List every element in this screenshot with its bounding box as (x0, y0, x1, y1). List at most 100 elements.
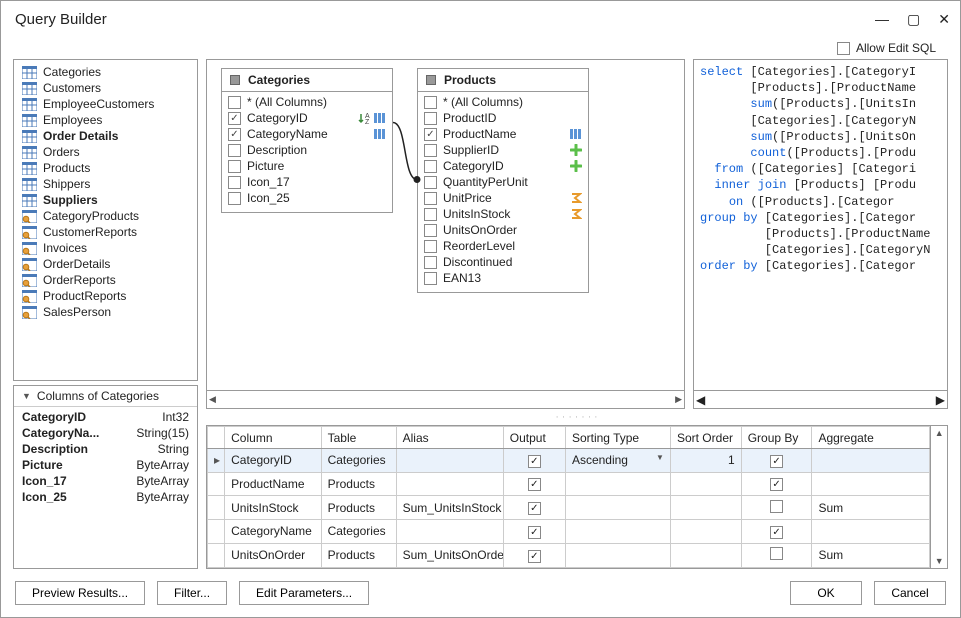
cell-group-by[interactable] (741, 495, 812, 519)
cell-output[interactable]: ✓ (503, 520, 565, 543)
table-list-item[interactable]: EmployeeCustomers (14, 96, 197, 112)
cell-output[interactable]: ✓ (503, 472, 565, 495)
diagram-column[interactable]: * (All Columns) (222, 94, 392, 110)
maximize-icon[interactable]: ▢ (907, 11, 920, 28)
diagram-table[interactable]: Categories * (All Columns)✓CategoryIDAZ✓C… (221, 68, 393, 213)
table-list-item[interactable]: Shippers (14, 176, 197, 192)
checkbox-icon[interactable] (424, 256, 437, 269)
diagram-column[interactable]: ✓ProductName (418, 126, 588, 142)
checkbox-icon[interactable] (424, 176, 437, 189)
grid-row[interactable]: UnitsInStockProductsSum_UnitsInStock✓Sum (208, 495, 930, 519)
checkbox-icon[interactable] (770, 547, 783, 560)
diagram-scrollbar[interactable]: ◀ ▶ (207, 390, 684, 408)
table-list-item[interactable]: Suppliers (14, 192, 197, 208)
filter-button[interactable]: Filter... (157, 581, 227, 605)
cell-table[interactable]: Products (321, 472, 396, 495)
cell-sorting-type[interactable] (565, 472, 670, 495)
schema-header[interactable]: ▼ Columns of Categories (14, 386, 197, 407)
checkbox-icon[interactable] (228, 192, 241, 205)
scroll-left-icon[interactable]: ◀ (209, 394, 216, 405)
cell-aggregate[interactable]: Sum (812, 495, 930, 519)
cell-group-by[interactable]: ✓ (741, 520, 812, 543)
checkbox-icon[interactable] (424, 208, 437, 221)
checkbox-icon[interactable] (228, 160, 241, 173)
cell-group-by[interactable]: ✓ (741, 449, 812, 472)
scroll-right-icon[interactable]: ▶ (675, 394, 682, 405)
table-list-item[interactable]: Order Details (14, 128, 197, 144)
table-list-item[interactable]: CustomerReports (14, 224, 197, 240)
table-list-item[interactable]: Customers (14, 80, 197, 96)
checkbox-icon[interactable]: ✓ (528, 526, 541, 539)
diagram-column[interactable]: ✓CategoryIDAZ (222, 110, 392, 126)
scroll-left-icon[interactable]: ◀ (696, 393, 705, 407)
diagram-column[interactable]: Picture (222, 158, 392, 174)
cell-table[interactable]: Categories (321, 520, 396, 543)
checkbox-icon[interactable]: ✓ (528, 478, 541, 491)
diagram-column[interactable]: EAN13 (418, 270, 588, 286)
cell-sort-order[interactable] (670, 495, 741, 519)
diagram-column[interactable]: * (All Columns) (418, 94, 588, 110)
sql-scrollbar[interactable]: ◀ ▶ (694, 390, 947, 408)
cell-column[interactable]: ProductName (225, 472, 321, 495)
cell-aggregate[interactable]: Sum (812, 543, 930, 567)
grid-scrollbar[interactable]: ▲ ▼ (930, 426, 947, 568)
grid-header[interactable]: Output (503, 427, 565, 449)
edit-parameters-button[interactable]: Edit Parameters... (239, 581, 369, 605)
grid-header[interactable]: Group By (741, 427, 812, 449)
checkbox-icon[interactable]: ✓ (424, 128, 437, 141)
cell-sorting-type[interactable]: Ascending▼ (565, 449, 670, 472)
diagram-table[interactable]: Products* (All Columns)ProductID✓Product… (417, 68, 589, 293)
cell-alias[interactable]: Sum_UnitsInStock (396, 495, 503, 519)
diagram-column[interactable]: Discontinued (418, 254, 588, 270)
cell-aggregate[interactable] (812, 520, 930, 543)
table-list-item[interactable]: OrderReports (14, 272, 197, 288)
schema-row[interactable]: Icon_25ByteArray (14, 489, 197, 505)
grid-header[interactable]: Aggregate (812, 427, 930, 449)
diagram-column[interactable]: ProductID (418, 110, 588, 126)
schema-row[interactable]: CategoryNa...String(15) (14, 425, 197, 441)
columns-grid[interactable]: ColumnTableAliasOutputSorting TypeSort O… (206, 425, 948, 569)
diagram-column[interactable]: SupplierID (418, 142, 588, 158)
checkbox-icon[interactable] (228, 176, 241, 189)
checkbox-icon[interactable]: ✓ (528, 455, 541, 468)
ok-button[interactable]: OK (790, 581, 862, 605)
scroll-right-icon[interactable]: ▶ (936, 393, 945, 407)
allow-edit-sql-checkbox[interactable]: Allow Edit SQL (837, 41, 936, 55)
scroll-up-icon[interactable]: ▲ (935, 428, 944, 438)
diagram-column[interactable]: Description (222, 142, 392, 158)
grid-header[interactable]: Table (321, 427, 396, 449)
cell-sort-order[interactable] (670, 543, 741, 567)
table-list-item[interactable]: SalesPerson (14, 304, 197, 320)
cell-alias[interactable] (396, 472, 503, 495)
schema-row[interactable]: CategoryIDInt32 (14, 409, 197, 425)
cell-column[interactable]: UnitsInStock (225, 495, 321, 519)
checkbox-icon[interactable]: ✓ (528, 550, 541, 563)
diagram-table-header[interactable]: Categories (222, 69, 392, 92)
cancel-button[interactable]: Cancel (874, 581, 946, 605)
splitter[interactable]: ∙ ∙ ∙ ∙ ∙ ∙ ∙ (206, 413, 948, 421)
checkbox-icon[interactable] (424, 272, 437, 285)
close-icon[interactable]: ✕ (938, 11, 950, 28)
checkbox-icon[interactable]: ✓ (770, 455, 783, 468)
cell-column[interactable]: CategoryName (225, 520, 321, 543)
grid-row[interactable]: CategoryNameCategories ✓ ✓ (208, 520, 930, 543)
cell-table[interactable]: Products (321, 495, 396, 519)
table-list-item[interactable]: Invoices (14, 240, 197, 256)
table-list[interactable]: CategoriesCustomersEmployeeCustomersEmpl… (13, 59, 198, 381)
checkbox-icon[interactable] (424, 240, 437, 253)
schema-row[interactable]: PictureByteArray (14, 457, 197, 473)
grid-row[interactable]: ▸CategoryIDCategories✓Ascending▼1✓ (208, 449, 930, 472)
checkbox-icon[interactable] (424, 224, 437, 237)
diagram-column[interactable]: ✓CategoryName (222, 126, 392, 142)
checkbox-icon[interactable] (424, 192, 437, 205)
minimize-icon[interactable]: — (875, 11, 889, 27)
table-list-item[interactable]: ProductReports (14, 288, 197, 304)
cell-alias[interactable]: Sum_UnitsOnOrder (396, 543, 503, 567)
table-list-item[interactable]: CategoryProducts (14, 208, 197, 224)
table-list-item[interactable]: Products (14, 160, 197, 176)
cell-sort-order[interactable] (670, 472, 741, 495)
cell-alias[interactable] (396, 449, 503, 472)
preview-results-button[interactable]: Preview Results... (15, 581, 145, 605)
checkbox-icon[interactable] (424, 144, 437, 157)
checkbox-icon[interactable]: ✓ (228, 128, 241, 141)
